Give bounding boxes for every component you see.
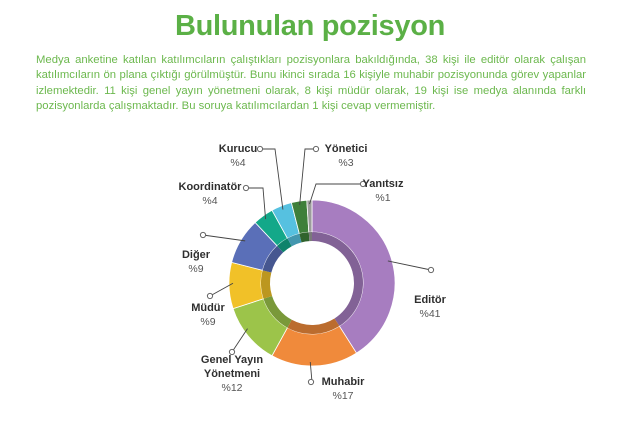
leader-dot-muhabir	[307, 378, 315, 386]
slice-inner-ring-yonetici	[299, 232, 310, 243]
slice-label-yonetici: Yönetici	[325, 143, 368, 155]
slice-percent-genel-yayin-yonetmeni: %12	[221, 382, 242, 394]
leader-lines	[199, 145, 435, 386]
leader-dot-kurucu	[256, 145, 264, 153]
slice-percent-yanitsiz: %1	[375, 192, 390, 204]
leader-dot-mudur	[206, 292, 214, 300]
leader-line-yonetici	[299, 148, 316, 206]
leader-dot-yonetici	[312, 145, 320, 153]
leader-line-koordinator	[246, 187, 267, 220]
slice-label-muhabir: Muhabir	[322, 376, 365, 388]
leader-line-yanitsiz	[309, 183, 363, 205]
leader-dot-diger	[199, 231, 207, 239]
leader-line-mudur	[209, 282, 234, 297]
slice-inner-ring-koordinator	[277, 238, 292, 253]
slice-labels: Editör %41 Muhabir %17 Genel Yayın Yönetmeni%…	[179, 143, 447, 402]
slice-percent-muhabir: %17	[332, 390, 353, 402]
slice-percent-kurucu: %4	[230, 157, 245, 169]
slice-inner-ring-yanitsiz	[308, 232, 312, 242]
slice-percent-koordinator: %4	[202, 195, 217, 207]
slice-label-genel-yayin-yonetmeni-line2: Yönetmeni	[204, 368, 260, 380]
slice-label-genel-yayin-yonetmeni-line1: Genel Yayın	[201, 354, 263, 366]
slice-label-editor: Editör	[414, 294, 446, 306]
leader-line-kurucu	[260, 148, 284, 210]
slice-inner-ring-mudur	[261, 270, 273, 299]
slice-label-mudur: Müdür	[191, 302, 225, 314]
leader-line-diger	[202, 234, 246, 242]
slice-percent-mudur: %9	[200, 316, 215, 328]
intro-paragraph: Medya anketine katılan katılımcıların ça…	[36, 54, 586, 113]
leader-dot-genel-yayin-yonetmeni	[228, 348, 236, 356]
slice-inner-ring-editor	[312, 232, 364, 327]
slice-label-koordinator: Koordinatör	[179, 181, 243, 193]
page-title: Bulunulan pozisyon	[174, 10, 446, 42]
slice-percent-diger: %9	[188, 263, 203, 275]
leader-dot-editor	[427, 266, 435, 274]
slice-inner-ring-genel-yayin-yonetmeni	[263, 295, 292, 328]
leader-line-genel-yayin-yonetmeni	[231, 328, 248, 353]
slice-inner-ring-kurucu	[287, 233, 302, 247]
slice-percent-yonetici: %3	[338, 157, 353, 169]
slice-label-diger: Diğer	[182, 249, 211, 261]
slice-inner-ring-diger	[262, 245, 284, 273]
leader-dot-yanitsiz	[359, 180, 367, 188]
slice-percent-editor: %41	[419, 308, 440, 320]
slice-label-yanitsiz: Yanıtsız	[363, 178, 404, 190]
slice-label-kurucu: Kurucu	[219, 143, 258, 155]
leader-dot-koordinator	[242, 184, 250, 192]
leader-line-editor	[387, 260, 432, 271]
donut-slices	[228, 199, 396, 367]
slice-inner-ring-muhabir	[287, 318, 340, 334]
